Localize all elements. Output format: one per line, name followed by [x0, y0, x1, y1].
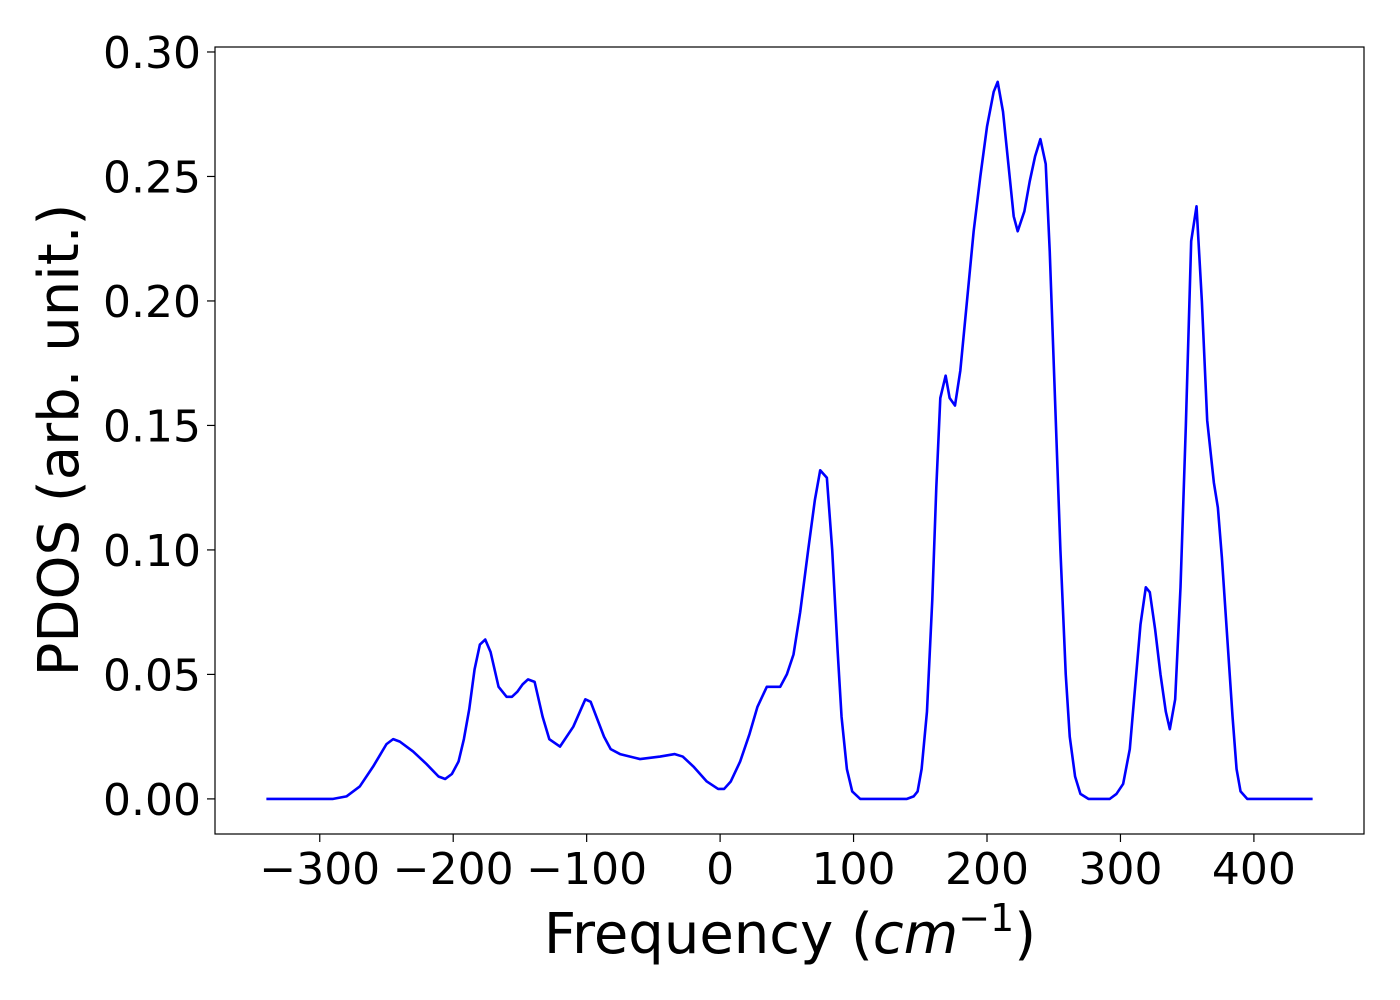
y-tick-label: 0.20 — [103, 277, 201, 328]
x-axis-label: Frequency (cm−1) — [544, 896, 1036, 967]
y-tick-label: 0.05 — [103, 650, 201, 701]
x-label-exponent: −1 — [958, 896, 1014, 940]
x-tick-label: 100 — [812, 844, 896, 895]
plot-frame — [214, 46, 1365, 835]
x-tick-label: 400 — [1212, 844, 1296, 895]
x-label-text: Frequency ( — [544, 902, 873, 967]
x-label-close: ) — [1014, 902, 1036, 967]
x-tick-label: 0 — [706, 844, 734, 895]
x-tick-label: 300 — [1078, 844, 1162, 895]
x-label-unit: cm — [873, 902, 958, 967]
x-tick-label: 200 — [945, 844, 1029, 895]
y-tick-label: 0.10 — [103, 526, 201, 577]
x-tick-label: −200 — [393, 844, 514, 895]
y-tick-label: 0.30 — [103, 28, 201, 79]
pdos-line — [266, 80, 1313, 801]
x-tick-label: −300 — [259, 844, 380, 895]
x-tick-label: −100 — [526, 844, 647, 895]
y-axis-label: PDOS (arb. unit.) — [27, 204, 92, 677]
y-tick-label: 0.25 — [103, 152, 201, 203]
y-tick-label: 0.15 — [103, 401, 201, 452]
y-tick-label: 0.00 — [103, 775, 201, 826]
